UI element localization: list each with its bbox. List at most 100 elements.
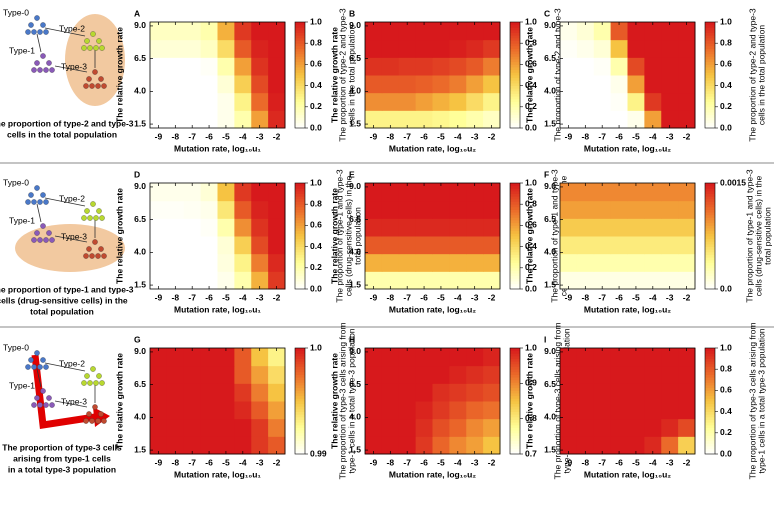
colorbar-step <box>295 125 305 129</box>
heatmap-cell <box>644 75 662 94</box>
y-tick-label: 4.0 <box>349 412 361 422</box>
heatmap-cell <box>150 183 168 202</box>
cell <box>31 199 37 205</box>
heatmap-cell <box>415 92 433 111</box>
heatmap-cell <box>466 183 484 202</box>
colorbar-step <box>705 395 715 399</box>
colorbar-tick-label: 0.4 <box>310 241 322 251</box>
colorbar-step <box>510 430 520 434</box>
colorbar-step <box>295 377 305 381</box>
x-tick-label: -3 <box>666 457 674 467</box>
colorbar-step <box>510 281 520 285</box>
colorbar-step <box>705 35 715 39</box>
cell <box>31 402 37 408</box>
heatmap-cell <box>200 236 218 255</box>
heatmap-cell <box>593 418 612 437</box>
colorbar-step <box>295 432 305 436</box>
arrow <box>54 235 88 243</box>
colorbar-step <box>295 48 305 52</box>
arrow <box>36 368 42 388</box>
heatmap-cell <box>365 253 383 272</box>
colorbar-step <box>295 106 305 110</box>
colorbar-step <box>510 48 520 52</box>
colorbar-step <box>295 67 305 71</box>
cell <box>101 83 107 89</box>
heatmap-cell <box>610 39 628 58</box>
heatmap-cell <box>661 200 679 219</box>
cell <box>40 22 46 28</box>
cell <box>43 237 49 243</box>
panel-letter: D <box>134 169 140 179</box>
diagram-label: Type-0 <box>3 342 29 352</box>
heatmap-cell <box>268 200 286 219</box>
y-tick-label: 4.0 <box>349 247 361 257</box>
heatmap-cell <box>644 110 662 129</box>
colorbar-step <box>295 233 305 237</box>
heatmap-cell <box>483 418 501 437</box>
colorbar-step <box>510 286 520 290</box>
colorbar-step <box>705 451 715 455</box>
heatmap-cell <box>644 92 662 111</box>
heatmap-cell <box>381 22 400 41</box>
cell <box>99 45 105 51</box>
colorbar-step <box>510 214 520 218</box>
colorbar-step <box>295 246 305 250</box>
colorbar-step <box>295 104 305 108</box>
heatmap-cell <box>268 365 286 384</box>
colorbar-step <box>295 448 305 452</box>
colorbar-step <box>295 32 305 36</box>
colorbar-step <box>705 406 715 410</box>
heatmap-cell <box>593 110 612 129</box>
y-tick-label: 6.5 <box>544 53 556 63</box>
colorbar-step <box>295 257 305 261</box>
heatmap-cell <box>200 92 218 111</box>
heatmap-cell <box>678 57 696 76</box>
heatmap-cell <box>150 218 168 237</box>
heatmap-cell <box>398 236 417 255</box>
colorbar-step <box>510 212 520 216</box>
colorbar-step <box>295 217 305 221</box>
heatmap-cell <box>466 92 484 111</box>
cell <box>83 83 89 89</box>
colorbar-step <box>295 419 305 423</box>
colorbar-step <box>510 22 520 26</box>
colorbar-step <box>510 24 520 28</box>
heatmap-cell <box>251 418 269 437</box>
cell <box>34 60 40 66</box>
heatmap-cell <box>183 348 202 367</box>
heatmap-cell <box>449 236 467 255</box>
colorbar-step <box>705 209 715 213</box>
colorbar-step <box>705 369 715 373</box>
heatmap-cell <box>381 92 400 111</box>
y-tick-label: 6.5 <box>349 53 361 63</box>
y-axis-label: The relative growth rate <box>114 27 124 123</box>
colorbar-step <box>705 53 715 57</box>
heatmap-cell <box>449 418 467 437</box>
x-tick-label: -9 <box>370 292 378 302</box>
colorbar-step <box>295 238 305 242</box>
colorbar-tick-label: 0.4 <box>310 80 322 90</box>
cell <box>93 45 99 51</box>
cell <box>87 215 93 221</box>
plot-frame <box>149 21 286 129</box>
cell <box>49 67 55 73</box>
colorbar-tick-label: 1.0 <box>525 16 537 26</box>
colorbar-step <box>295 366 305 370</box>
heatmap-cell <box>466 365 484 384</box>
colorbar-step <box>510 390 520 394</box>
heatmap-cell <box>200 218 218 237</box>
colorbar-step <box>510 217 520 221</box>
x-tick-label: -5 <box>222 457 230 467</box>
colorbar-step <box>705 286 715 290</box>
heatmap-cell <box>610 200 628 219</box>
x-tick-label: -5 <box>437 131 445 141</box>
colorbar-step <box>510 43 520 47</box>
colorbar-step <box>510 117 520 121</box>
colorbar-step <box>295 61 305 65</box>
colorbar-step <box>510 185 520 189</box>
heatmap-cell <box>398 418 417 437</box>
heatmap-cell <box>200 57 218 76</box>
colorbar-step <box>295 374 305 378</box>
heatmap-cell <box>381 200 400 219</box>
heatmap-cell <box>678 418 696 437</box>
